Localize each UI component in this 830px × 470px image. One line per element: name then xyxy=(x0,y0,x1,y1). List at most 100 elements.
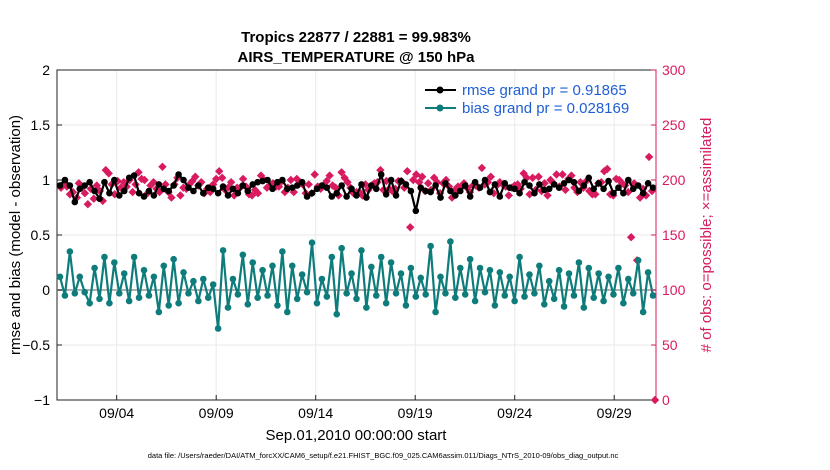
obs-count-point xyxy=(140,175,149,185)
bias-point xyxy=(125,297,133,305)
rmse-point xyxy=(293,182,301,189)
y2-tick-label: 0 xyxy=(662,392,670,408)
obs-count-point xyxy=(585,186,594,196)
bias-point xyxy=(298,271,306,278)
bias-point xyxy=(343,290,350,297)
rmse-point xyxy=(392,192,400,199)
bias-point xyxy=(392,290,400,297)
obs-count-point xyxy=(214,167,224,176)
bias-point xyxy=(284,308,291,316)
bias-point xyxy=(155,308,163,316)
rmse-point xyxy=(244,187,252,195)
rmse-point xyxy=(382,191,390,198)
rmse-point xyxy=(536,181,543,188)
bias-point xyxy=(111,259,118,266)
rmse-point xyxy=(629,185,637,193)
bias-point xyxy=(264,292,271,299)
obs-count-point xyxy=(167,193,176,202)
obs-count-point xyxy=(647,186,657,196)
bias-point xyxy=(145,292,153,299)
rmse-point xyxy=(363,194,370,201)
bias-point xyxy=(254,294,261,302)
bias-point xyxy=(590,294,598,302)
bias-point xyxy=(214,325,222,332)
rmse-point xyxy=(417,184,425,191)
y2-tick-label: 300 xyxy=(662,62,686,78)
rmse-point xyxy=(140,193,148,200)
bias-point xyxy=(605,273,612,281)
bias-point xyxy=(338,244,345,252)
rmse-point xyxy=(66,182,74,189)
rmse-point xyxy=(550,181,558,188)
rmse-point xyxy=(209,185,217,193)
bias-point xyxy=(363,304,370,311)
y-axis-ticks: −1 −0.5 0 0.5 1 1.5 2 xyxy=(22,62,62,408)
bias-point xyxy=(165,302,173,309)
y-tick-label: 2 xyxy=(42,62,50,78)
obs-count-point xyxy=(614,175,624,185)
bias-point xyxy=(620,299,627,307)
bias-point xyxy=(496,269,504,276)
obs-count-point xyxy=(92,181,102,190)
x-tick-label: 09/24 xyxy=(497,405,532,421)
bias-point xyxy=(412,293,420,300)
rmse-point xyxy=(456,187,464,195)
bias-point xyxy=(185,290,192,297)
obs-count-point xyxy=(561,185,570,195)
rmse-point xyxy=(125,174,133,182)
obs-count-point xyxy=(591,190,600,199)
y-tick-label: −1 xyxy=(34,392,50,408)
rmse-point xyxy=(368,182,375,189)
series-markers xyxy=(56,171,657,332)
bias-point xyxy=(140,266,148,274)
bias-point xyxy=(229,275,237,283)
obs-count-point xyxy=(337,168,346,177)
rmse-point xyxy=(466,193,474,200)
obs-count-point xyxy=(635,193,645,202)
bias-point xyxy=(333,310,341,318)
bias-point xyxy=(71,290,79,297)
rmse-point xyxy=(338,182,345,189)
rmse-point xyxy=(288,184,296,191)
rmse-point xyxy=(219,183,227,190)
obs-count-point xyxy=(406,223,415,232)
rmse-point xyxy=(200,189,207,197)
obs-count-point xyxy=(513,180,522,189)
bias-point xyxy=(417,274,425,282)
obs-count-point xyxy=(477,163,487,173)
bias-point xyxy=(274,302,281,309)
y-tick-label: 0 xyxy=(42,282,50,298)
bias-point xyxy=(308,239,316,246)
rmse-point xyxy=(585,174,593,182)
obs-count-point xyxy=(176,191,185,200)
rmse-point xyxy=(427,188,434,196)
rmse-point xyxy=(471,178,479,186)
rmse-point xyxy=(580,182,588,189)
rmse-point xyxy=(353,192,360,199)
bias-point xyxy=(427,242,434,250)
bias-point xyxy=(106,299,113,307)
bias-point xyxy=(175,299,182,307)
rmse-point xyxy=(323,184,331,191)
rmse-point xyxy=(318,182,326,189)
obs-count-point xyxy=(519,169,528,178)
rmse-point xyxy=(259,177,266,185)
rmse-point xyxy=(615,184,622,191)
bias-line xyxy=(58,241,655,329)
rmse-point xyxy=(565,176,573,184)
bias-point xyxy=(555,266,563,274)
bias-point xyxy=(471,297,479,305)
rmse-point xyxy=(284,185,291,193)
x-tick-label: 09/29 xyxy=(597,405,632,421)
rmse-point xyxy=(274,178,281,186)
rmse-point xyxy=(407,187,415,195)
y2-tick-label: 50 xyxy=(662,337,678,353)
obs-count-point xyxy=(238,174,248,184)
rmse-point xyxy=(516,189,523,197)
bias-point xyxy=(353,295,360,303)
rmse-point xyxy=(145,187,153,195)
obs-count-point xyxy=(486,172,496,181)
x-tick-label: 09/19 xyxy=(398,405,433,421)
obs-count-point xyxy=(83,200,93,209)
grid-lines xyxy=(57,69,656,401)
